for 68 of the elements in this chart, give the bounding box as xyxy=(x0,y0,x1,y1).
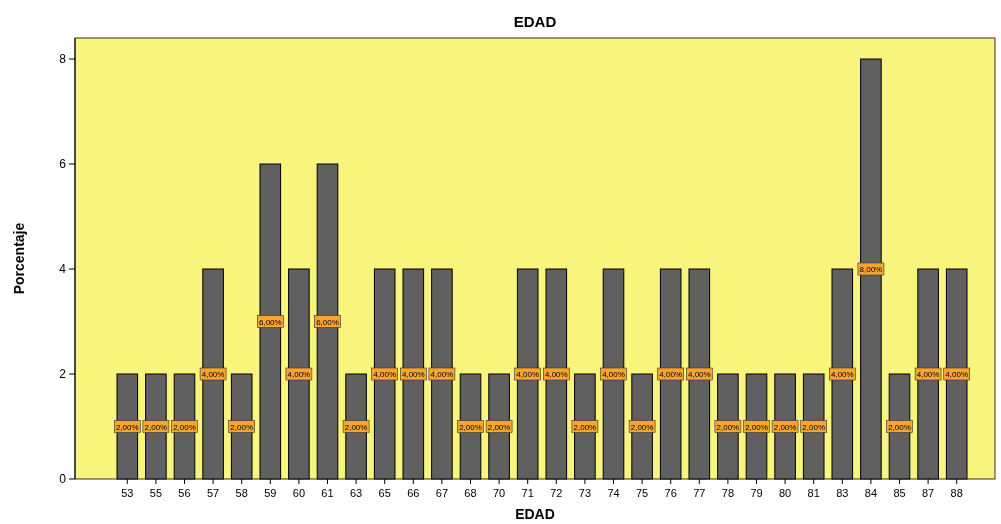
data-label: 4,00% xyxy=(945,370,969,379)
data-label: 4,00% xyxy=(659,370,683,379)
data-label: 6,00% xyxy=(258,317,282,327)
x-tick-label: 66 xyxy=(407,487,420,499)
x-tick-label: 83 xyxy=(836,487,849,499)
x-tick-label: 74 xyxy=(607,487,620,499)
data-label: 2,00% xyxy=(230,422,254,432)
x-tick-label: 70 xyxy=(492,487,506,499)
x-tick-label: 80 xyxy=(778,487,792,499)
x-tick-label: 60 xyxy=(292,487,306,499)
x-tick-label: 71 xyxy=(521,487,534,499)
data-label: 2,00% xyxy=(115,422,139,432)
data-label: 4,00% xyxy=(287,370,311,379)
x-tick-label: 68 xyxy=(464,487,477,499)
data-label: 2,00% xyxy=(773,422,797,432)
y-axis-title: Porcentaje xyxy=(11,222,27,295)
y-tick-label: 6 xyxy=(59,157,67,171)
data-label: 4,00% xyxy=(830,370,854,379)
x-tick-label: 58 xyxy=(235,487,248,499)
data-label: 2,00% xyxy=(344,422,368,432)
x-tick-label: 72 xyxy=(550,487,563,499)
data-label: 2,00% xyxy=(173,422,196,432)
x-tick-label: 77 xyxy=(693,487,706,499)
x-tick-label: 73 xyxy=(578,487,592,499)
data-label: 2,00% xyxy=(144,422,168,432)
data-label: 4,00% xyxy=(544,370,568,379)
data-label: 4,00% xyxy=(430,370,454,379)
x-tick-label: 78 xyxy=(721,487,735,499)
y-tick-label: 0 xyxy=(59,472,67,486)
x-tick-label: 61 xyxy=(321,487,334,499)
data-label: 4,00% xyxy=(401,370,425,379)
data-label: 2,00% xyxy=(802,422,826,432)
data-label: 2,00% xyxy=(745,422,768,432)
y-tick-label: 8 xyxy=(59,52,67,66)
data-label: 4,00% xyxy=(687,370,711,379)
x-tick-label: 81 xyxy=(807,487,820,499)
y-tick-label: 2 xyxy=(59,367,67,381)
x-tick-label: 79 xyxy=(750,487,763,499)
data-label: 2,00% xyxy=(459,422,482,432)
data-label: 6,00% xyxy=(316,317,339,327)
data-label: 4,00% xyxy=(201,370,225,379)
x-tick-label: 88 xyxy=(950,487,963,499)
data-label: 2,00% xyxy=(716,422,740,432)
x-tick-label: 76 xyxy=(664,487,677,499)
data-label: 2,00% xyxy=(888,422,911,432)
data-label: 4,00% xyxy=(516,370,540,379)
x-tick-label: 57 xyxy=(206,487,220,499)
data-label: 4,00% xyxy=(916,370,940,379)
data-label: 2,00% xyxy=(487,422,511,432)
x-tick-label: 56 xyxy=(178,487,191,499)
chart-title: EDAD xyxy=(513,13,557,30)
y-tick-label: 4 xyxy=(59,262,67,276)
x-tick-label: 63 xyxy=(349,487,363,499)
x-tick-label: 55 xyxy=(149,487,163,499)
x-tick-label: 75 xyxy=(635,487,649,499)
data-label: 4,00% xyxy=(602,370,625,379)
x-tick-label: 65 xyxy=(378,487,391,499)
data-label: 4,00% xyxy=(373,370,397,379)
x-tick-label: 67 xyxy=(435,487,449,499)
data-label: 2,00% xyxy=(630,422,654,432)
x-tick-label: 87 xyxy=(921,487,935,499)
x-tick-label: 59 xyxy=(264,487,277,499)
x-axis-title: EDAD xyxy=(515,506,555,522)
x-tick-label: 85 xyxy=(893,487,906,499)
data-label: 2,00% xyxy=(573,422,597,432)
data-label: 8,00% xyxy=(859,265,883,274)
x-tick-label: 53 xyxy=(121,487,134,499)
x-tick-label: 84 xyxy=(864,487,878,499)
